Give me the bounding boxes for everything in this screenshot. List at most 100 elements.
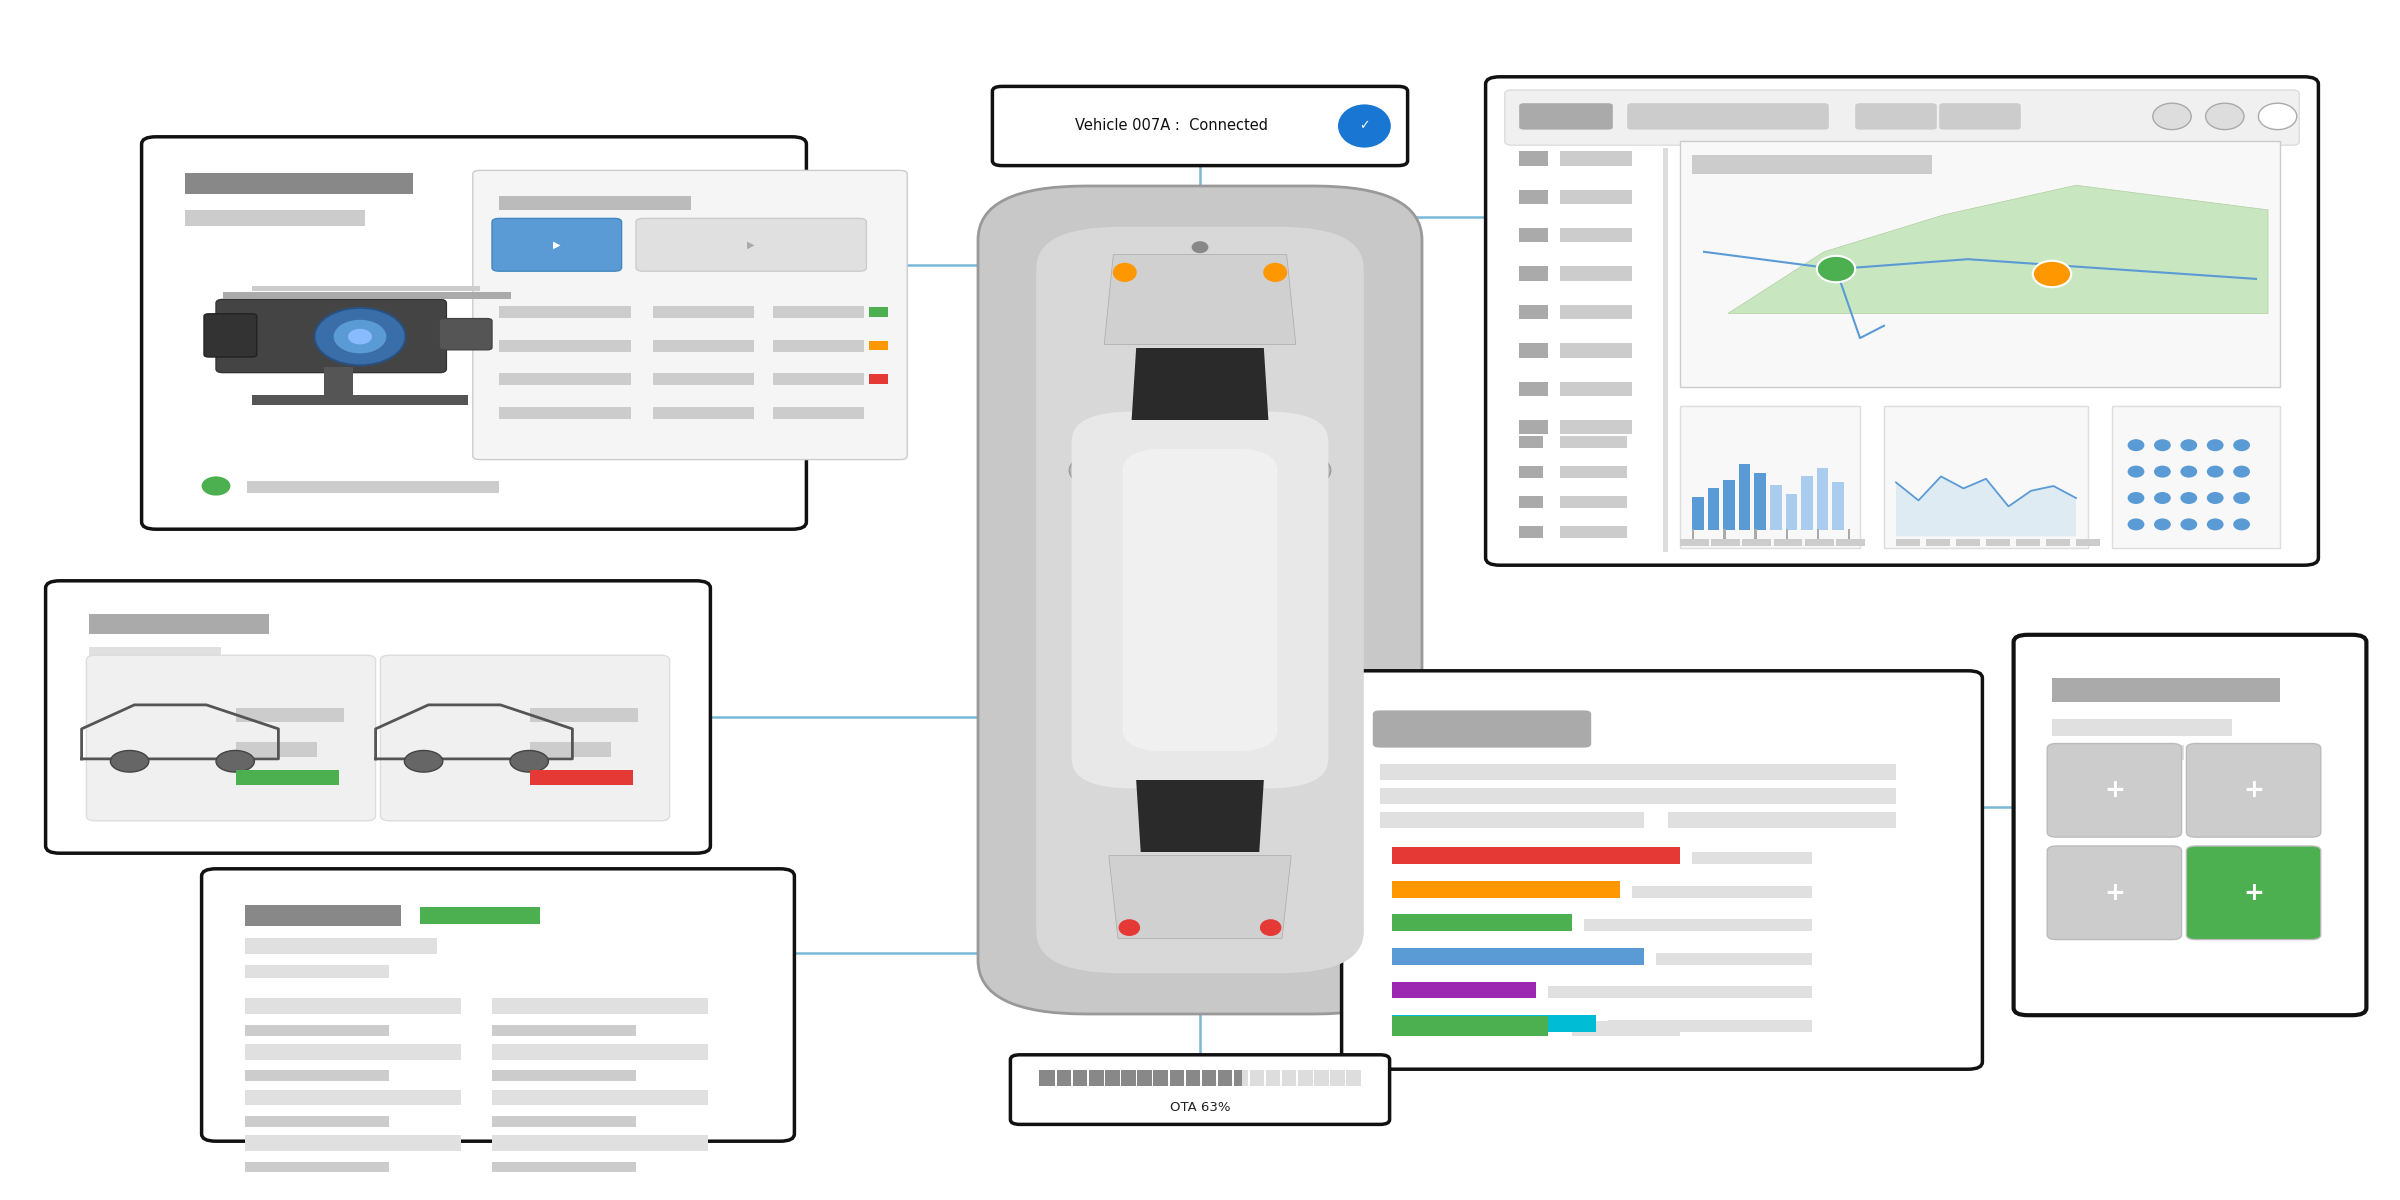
FancyBboxPatch shape xyxy=(1373,710,1591,748)
Bar xyxy=(1834,482,1843,530)
Bar xyxy=(1706,488,1718,530)
Ellipse shape xyxy=(1262,263,1286,282)
Bar xyxy=(1584,919,1812,931)
Ellipse shape xyxy=(2258,103,2297,130)
Bar xyxy=(499,373,631,385)
Bar xyxy=(1884,406,2088,548)
FancyBboxPatch shape xyxy=(2186,846,2321,940)
Bar xyxy=(1786,494,1798,530)
FancyBboxPatch shape xyxy=(1519,103,1613,130)
Bar xyxy=(1560,305,1632,319)
Ellipse shape xyxy=(406,750,444,772)
Bar xyxy=(653,373,754,385)
Text: +: + xyxy=(2244,881,2263,905)
FancyBboxPatch shape xyxy=(142,137,806,529)
Ellipse shape xyxy=(2206,103,2244,130)
Bar xyxy=(2112,406,2280,548)
Ellipse shape xyxy=(511,750,550,772)
Bar xyxy=(1519,343,1548,358)
Bar xyxy=(1392,948,1644,965)
Bar xyxy=(773,373,864,385)
Ellipse shape xyxy=(2232,439,2251,451)
Bar xyxy=(235,708,346,722)
Ellipse shape xyxy=(2232,466,2251,478)
Polygon shape xyxy=(1135,780,1265,852)
Bar xyxy=(1987,539,2011,546)
Bar xyxy=(1380,788,1896,804)
Bar xyxy=(492,1162,636,1172)
Bar xyxy=(1738,464,1750,530)
FancyBboxPatch shape xyxy=(492,218,622,271)
Ellipse shape xyxy=(2182,492,2198,504)
Bar xyxy=(1548,986,1812,998)
Bar xyxy=(530,743,612,757)
Bar xyxy=(1817,529,1819,539)
Bar xyxy=(245,998,461,1014)
FancyBboxPatch shape xyxy=(379,655,670,821)
Bar xyxy=(245,1090,461,1105)
FancyBboxPatch shape xyxy=(1939,103,2021,130)
Bar xyxy=(492,1070,636,1081)
Ellipse shape xyxy=(2129,518,2146,530)
Bar xyxy=(2076,539,2100,546)
Bar xyxy=(1392,982,1536,998)
Bar xyxy=(1560,420,1632,434)
Bar xyxy=(1560,151,1632,166)
Ellipse shape xyxy=(216,750,254,772)
Bar xyxy=(1711,539,1740,546)
Bar xyxy=(1632,886,1812,898)
Bar xyxy=(1380,812,1644,828)
FancyBboxPatch shape xyxy=(636,218,866,271)
Bar xyxy=(1692,529,1694,539)
Bar xyxy=(235,770,338,785)
Bar xyxy=(1519,151,1548,166)
Bar xyxy=(1774,539,1802,546)
Bar xyxy=(1656,953,1812,965)
Bar xyxy=(1680,406,1860,548)
FancyBboxPatch shape xyxy=(1037,227,1363,973)
Ellipse shape xyxy=(1114,263,1138,282)
Ellipse shape xyxy=(202,476,230,496)
Bar xyxy=(1560,228,1632,242)
Ellipse shape xyxy=(1339,104,1392,148)
Bar xyxy=(1956,539,1980,546)
FancyBboxPatch shape xyxy=(1486,77,2318,565)
Bar xyxy=(1380,764,1896,780)
Ellipse shape xyxy=(2208,518,2225,530)
Bar xyxy=(1560,382,1632,396)
Bar xyxy=(530,770,634,785)
Bar xyxy=(1392,1015,1596,1032)
Bar xyxy=(1519,527,1543,539)
Bar xyxy=(245,1044,461,1060)
Bar xyxy=(89,647,221,660)
Ellipse shape xyxy=(1260,919,1282,936)
Ellipse shape xyxy=(348,329,372,344)
Bar xyxy=(499,340,631,352)
Bar xyxy=(1805,539,1834,546)
Ellipse shape xyxy=(2033,260,2071,287)
Bar xyxy=(492,1116,636,1127)
FancyBboxPatch shape xyxy=(204,313,257,358)
Bar xyxy=(1560,343,1632,358)
Bar xyxy=(492,1044,708,1060)
Bar xyxy=(773,340,864,352)
Ellipse shape xyxy=(2155,492,2172,504)
Ellipse shape xyxy=(1817,256,1855,282)
Text: ✓: ✓ xyxy=(1358,120,1370,132)
Bar xyxy=(1723,480,1735,530)
Ellipse shape xyxy=(1118,919,1140,936)
Bar xyxy=(245,905,401,926)
Bar xyxy=(1836,539,1865,546)
Bar xyxy=(1680,539,1709,546)
FancyBboxPatch shape xyxy=(1855,103,1937,130)
Bar xyxy=(1800,476,1812,530)
Text: Vehicle 007A :  Connected: Vehicle 007A : Connected xyxy=(1075,119,1267,133)
Bar xyxy=(185,173,413,194)
Bar xyxy=(499,196,691,210)
Bar xyxy=(1560,497,1627,509)
Ellipse shape xyxy=(2129,466,2146,478)
Text: +: + xyxy=(2105,881,2124,905)
Bar xyxy=(773,407,864,419)
Bar xyxy=(245,1070,389,1081)
Ellipse shape xyxy=(2182,439,2198,451)
